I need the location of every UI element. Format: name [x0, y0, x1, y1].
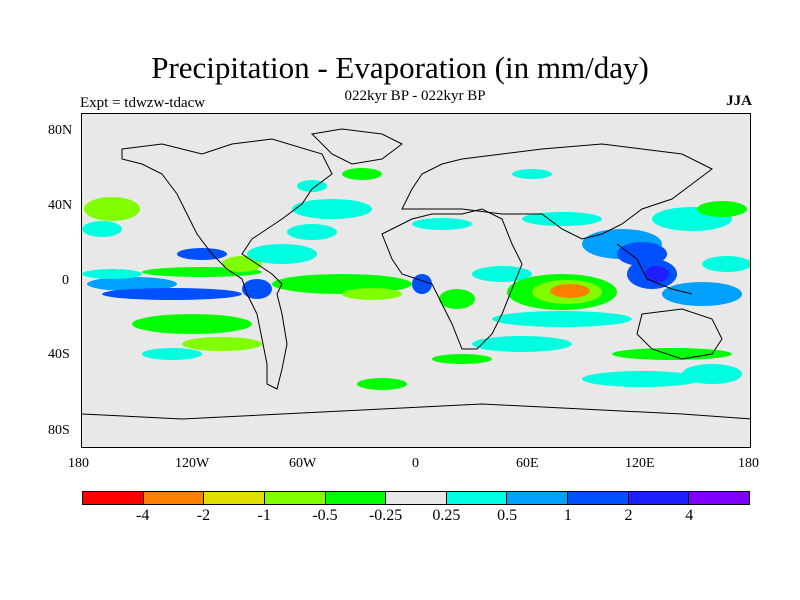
map-canvas — [82, 114, 750, 447]
colorbar-swatch — [264, 492, 326, 504]
colorbar-label: 4 — [685, 507, 694, 524]
colorbar-label: -0.5 — [312, 507, 338, 524]
lon-label-180e: 180 — [738, 456, 759, 471]
colorbar-swatch — [446, 492, 508, 504]
colorbar-label: -0.25 — [368, 507, 403, 524]
colorbar-label: -4 — [136, 507, 150, 524]
anomaly-fields — [82, 168, 750, 390]
colorbar-swatch — [325, 492, 387, 504]
map-plot — [81, 113, 751, 448]
lat-label-40n: 40N — [48, 198, 73, 213]
colorbar-label: 1 — [563, 507, 572, 524]
colorbar-label: 2 — [624, 507, 633, 524]
colorbar-swatch — [83, 492, 144, 504]
lon-label-60w: 60W — [289, 456, 317, 471]
map-subtitle: 022kyr BP - 022kyr BP — [344, 88, 486, 104]
lon-label-120w: 120W — [175, 456, 210, 471]
colorbar — [82, 491, 750, 505]
colorbar-label: 0.25 — [432, 507, 461, 524]
experiment-label: Expt = tdwzw-tdacw — [80, 95, 206, 111]
colorbar-swatch — [689, 492, 750, 504]
colorbar-swatch — [628, 492, 690, 504]
colorbar-label: 0.5 — [497, 507, 518, 524]
lon-label-60e: 60E — [516, 456, 539, 471]
colorbar-swatch — [143, 492, 205, 504]
colorbar-swatch — [386, 492, 447, 504]
colorbar-swatch — [204, 492, 265, 504]
season-label: JJA — [726, 93, 752, 109]
colorbar-label: -2 — [196, 507, 211, 524]
lat-label-80s: 80S — [48, 423, 70, 438]
lat-label-0: 0 — [62, 273, 69, 288]
lon-label-180w: 180 — [68, 456, 89, 471]
lon-label-120e: 120E — [625, 456, 655, 471]
colorbar-swatch — [568, 492, 629, 504]
lat-label-40s: 40S — [48, 347, 70, 362]
colorbar-label: -1 — [257, 507, 271, 524]
colorbar-swatch — [507, 492, 569, 504]
lon-label-0: 0 — [412, 456, 419, 471]
map-title: Precipitation - Evaporation (in mm/day) — [151, 50, 649, 85]
coastlines — [82, 128, 750, 420]
lat-label-80n: 80N — [48, 123, 73, 138]
